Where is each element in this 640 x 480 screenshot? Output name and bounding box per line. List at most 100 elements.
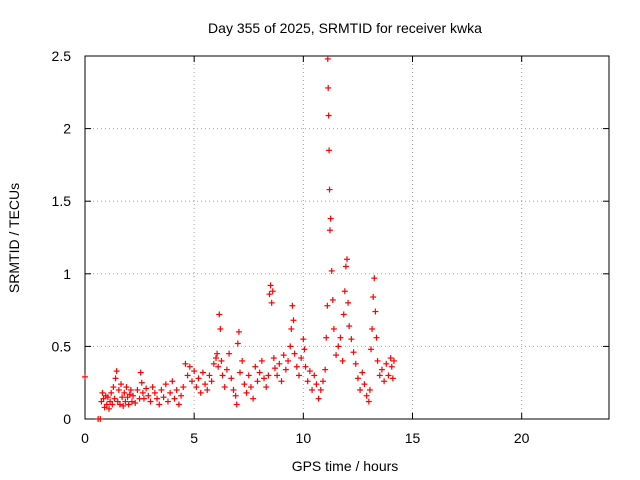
data-point — [186, 363, 193, 370]
data-point — [268, 299, 275, 306]
data-point — [145, 392, 152, 399]
x-tick-label: 0 — [81, 430, 89, 446]
data-point — [111, 395, 118, 402]
data-point — [381, 378, 388, 385]
data-point — [138, 379, 145, 386]
data-point — [288, 325, 295, 332]
data-point — [261, 375, 268, 382]
data-point — [378, 366, 385, 373]
data-point — [287, 343, 294, 350]
data-point — [300, 336, 307, 343]
data-point — [363, 392, 370, 399]
y-tick-label: 2 — [63, 121, 71, 137]
data-point — [256, 369, 263, 376]
data-point — [372, 308, 379, 315]
data-point — [342, 263, 349, 270]
data-point — [239, 357, 246, 364]
data-point — [143, 385, 150, 392]
data-point — [344, 256, 350, 263]
data-point — [130, 392, 137, 399]
plot-area-frame — [84, 55, 610, 420]
data-point — [333, 352, 340, 359]
data-point — [291, 350, 298, 357]
data-point — [104, 394, 111, 401]
data-point — [302, 363, 309, 370]
data-point — [295, 372, 302, 379]
data-point — [373, 334, 380, 341]
data-point — [218, 357, 225, 364]
data-point — [237, 369, 244, 376]
data-point — [112, 375, 119, 382]
y-tick-label: 1 — [63, 266, 71, 282]
data-point — [191, 368, 198, 375]
data-point — [223, 366, 230, 373]
data-point — [357, 386, 364, 393]
data-point — [193, 384, 200, 391]
data-point — [301, 346, 308, 353]
data-point — [371, 275, 378, 282]
data-point — [216, 311, 223, 318]
data-point — [134, 386, 141, 393]
data-point — [298, 355, 305, 362]
data-point — [285, 357, 292, 364]
x-tick-label: 10 — [296, 430, 312, 446]
data-points — [82, 55, 397, 422]
data-point — [125, 401, 132, 408]
data-point — [306, 368, 313, 375]
y-tick-label: 2.5 — [52, 48, 72, 64]
data-point — [325, 84, 332, 91]
data-point — [293, 363, 300, 370]
data-point — [121, 389, 128, 396]
data-point — [137, 369, 144, 376]
data-point — [304, 378, 311, 385]
data-point — [232, 392, 239, 399]
data-point — [210, 360, 217, 367]
data-point — [325, 112, 332, 119]
data-point — [274, 372, 281, 379]
data-point — [385, 372, 392, 379]
data-point — [329, 296, 336, 303]
data-point — [140, 395, 147, 402]
data-point — [103, 401, 110, 408]
data-point — [390, 357, 397, 364]
data-point — [149, 384, 156, 391]
data-point — [226, 350, 233, 357]
data-point — [162, 381, 169, 388]
data-point — [317, 386, 324, 393]
y-tick-label: 0 — [63, 411, 71, 427]
data-point — [204, 386, 211, 393]
data-point — [184, 372, 191, 379]
data-point — [206, 372, 213, 379]
data-point — [82, 373, 88, 380]
data-point — [352, 360, 359, 367]
data-point — [241, 381, 248, 388]
data-point — [113, 368, 120, 375]
data-point — [217, 325, 224, 332]
data-point — [215, 363, 222, 370]
data-point — [270, 355, 277, 362]
data-point — [350, 349, 357, 356]
data-point — [160, 394, 167, 401]
data-point — [169, 378, 176, 385]
data-point — [116, 401, 123, 408]
data-point — [276, 360, 283, 367]
data-point — [335, 343, 342, 350]
data-point — [271, 365, 278, 372]
data-point — [337, 334, 344, 341]
data-point — [326, 227, 333, 234]
data-point — [115, 386, 122, 393]
data-point — [254, 378, 261, 385]
data-point — [370, 294, 377, 301]
data-point — [139, 389, 146, 396]
data-point — [282, 366, 289, 373]
data-point — [374, 357, 381, 364]
x-tick-label: 20 — [514, 430, 530, 446]
data-point — [280, 352, 287, 359]
data-point — [265, 372, 272, 379]
data-point — [213, 355, 219, 362]
data-point — [326, 147, 333, 154]
data-point — [328, 267, 335, 274]
data-point — [147, 398, 154, 405]
data-point — [348, 336, 355, 343]
